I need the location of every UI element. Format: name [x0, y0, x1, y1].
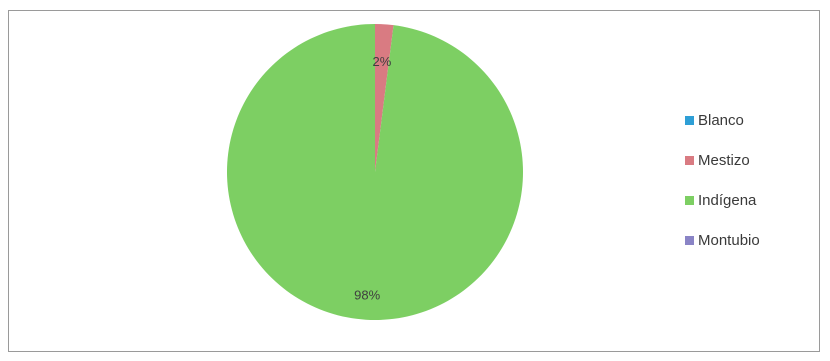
legend-swatch-blanco: [685, 115, 694, 125]
legend-label-indigena: Indígena: [698, 191, 757, 209]
pie-slice-indigena: [227, 24, 524, 320]
pie-chart: 2% 98%: [227, 24, 524, 320]
legend: Blanco Mestizo Indígena Montubio: [685, 111, 815, 271]
chart-area: 2% 98% Blanco Mestizo Indígena Montubio: [8, 10, 820, 352]
legend-label-mestizo: Mestizo: [698, 151, 750, 169]
legend-item-montubio: Montubio: [685, 231, 815, 249]
legend-item-indigena: Indígena: [685, 191, 815, 209]
legend-swatch-indigena: [685, 195, 694, 205]
data-label-indigena: 98%: [354, 288, 380, 303]
pie-slice-mestizo: [375, 24, 394, 172]
legend-swatch-mestizo: [685, 155, 694, 165]
legend-item-blanco: Blanco: [685, 111, 815, 129]
legend-label-montubio: Montubio: [698, 231, 760, 249]
legend-swatch-montubio: [685, 235, 694, 245]
data-label-mestizo: 2%: [372, 54, 391, 69]
legend-label-blanco: Blanco: [698, 111, 744, 129]
legend-item-mestizo: Mestizo: [685, 151, 815, 169]
